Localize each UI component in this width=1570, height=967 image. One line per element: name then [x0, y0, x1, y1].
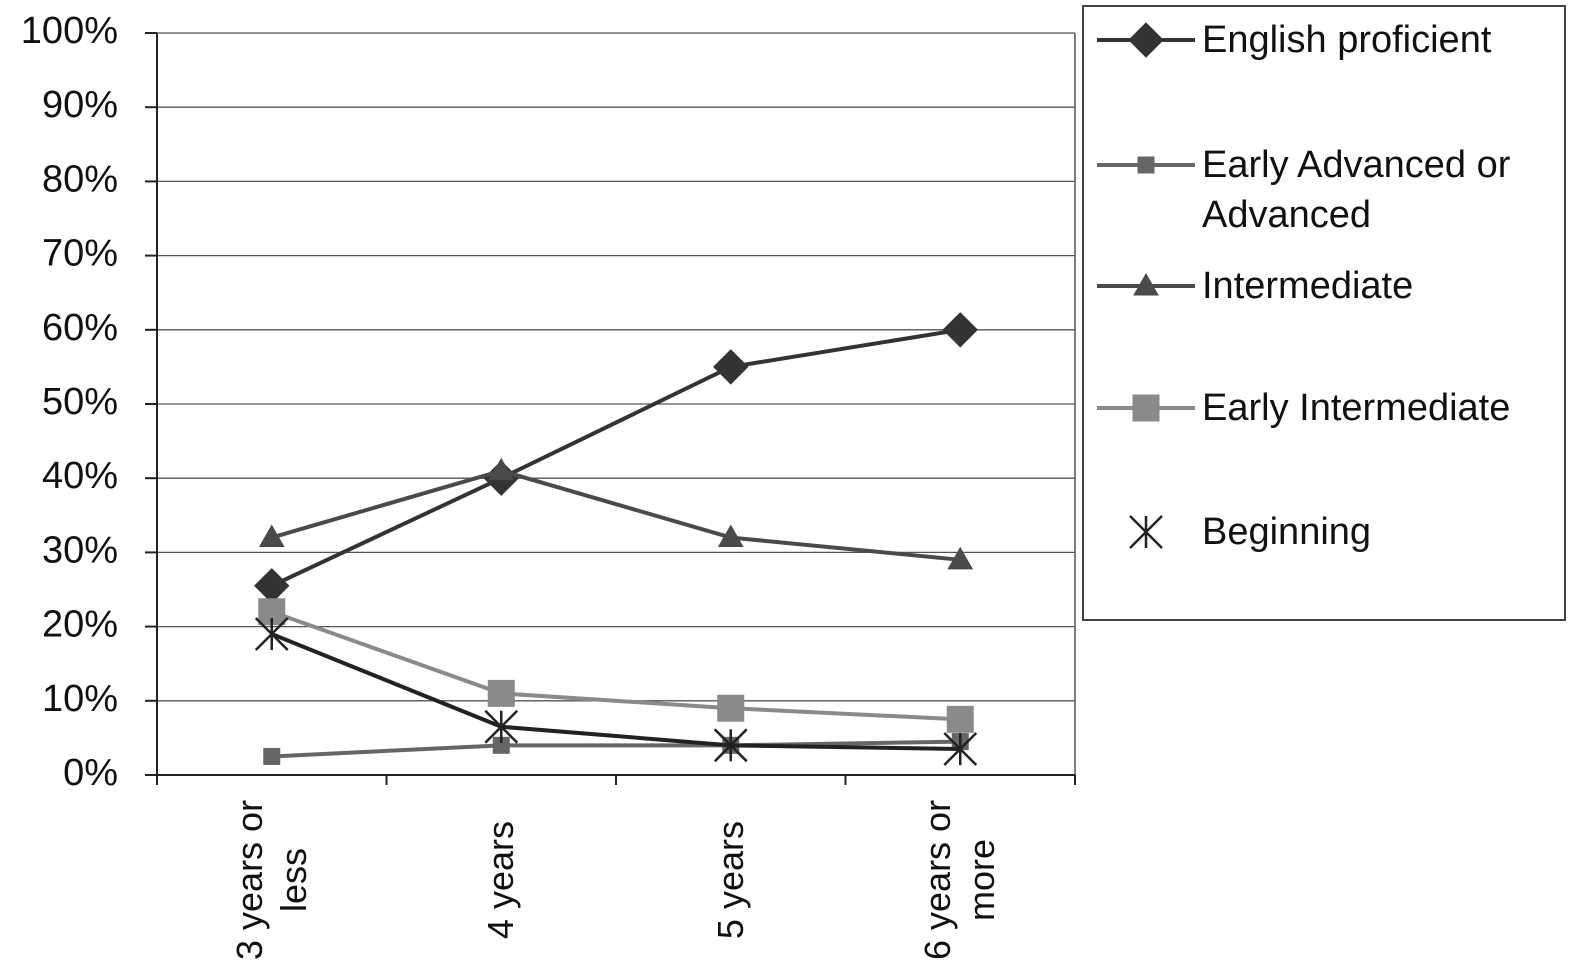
y-tick-label: 50% — [42, 381, 118, 423]
legend-marker — [1133, 272, 1159, 296]
legend-label: Early Intermediate — [1202, 387, 1511, 429]
marker — [943, 732, 978, 766]
series-line — [270, 327, 961, 588]
x-tick-label: 4 years — [480, 820, 522, 940]
series-line — [271, 739, 961, 759]
marker — [717, 524, 744, 548]
marker — [487, 679, 515, 707]
x-tick-label-box: 4 years — [441, 795, 561, 965]
y-tick-label: 30% — [42, 529, 118, 571]
marker — [942, 312, 978, 348]
y-tick-label: 10% — [42, 678, 118, 720]
marker — [254, 568, 290, 604]
marker — [717, 694, 745, 722]
marker — [713, 728, 748, 763]
series-line — [271, 609, 961, 722]
x-tick-label-box: 3 years or less — [212, 795, 332, 965]
legend-label: Intermediate — [1202, 265, 1414, 307]
marker — [488, 457, 515, 481]
series-line — [271, 468, 961, 562]
y-tick-label: 0% — [63, 752, 118, 794]
x-tick-label-box: 5 years — [671, 795, 791, 965]
y-tick-label: 100% — [21, 10, 118, 52]
legend-marker — [1137, 156, 1155, 174]
marker — [484, 709, 519, 744]
legend-label: English proficient — [1202, 19, 1492, 61]
legend-marker — [1129, 515, 1163, 549]
marker — [713, 349, 749, 385]
x-tick-label-box: 6 years or more — [900, 795, 1020, 965]
legend-label: Beginning — [1202, 511, 1372, 553]
y-tick-label: 80% — [42, 158, 118, 200]
legend-marker — [1128, 22, 1164, 58]
x-tick-label: 3 years or less — [228, 799, 314, 961]
y-tick-label: 60% — [42, 307, 118, 349]
y-tick-label: 40% — [42, 455, 118, 497]
x-tick-label: 5 years — [709, 820, 751, 940]
x-tick-label: 6 years or more — [917, 799, 1003, 961]
series-line — [271, 632, 961, 752]
marker — [258, 524, 285, 548]
y-tick-label: 70% — [42, 233, 118, 275]
legend-box — [1082, 5, 1566, 621]
y-tick-label: 90% — [42, 84, 118, 126]
marker — [946, 705, 974, 733]
marker — [947, 546, 974, 570]
legend-marker — [1132, 394, 1160, 422]
marker — [263, 747, 281, 765]
legend-label: Early Advanced or Advanced — [1202, 144, 1511, 236]
y-tick-label: 20% — [42, 604, 118, 646]
marker — [254, 617, 289, 651]
